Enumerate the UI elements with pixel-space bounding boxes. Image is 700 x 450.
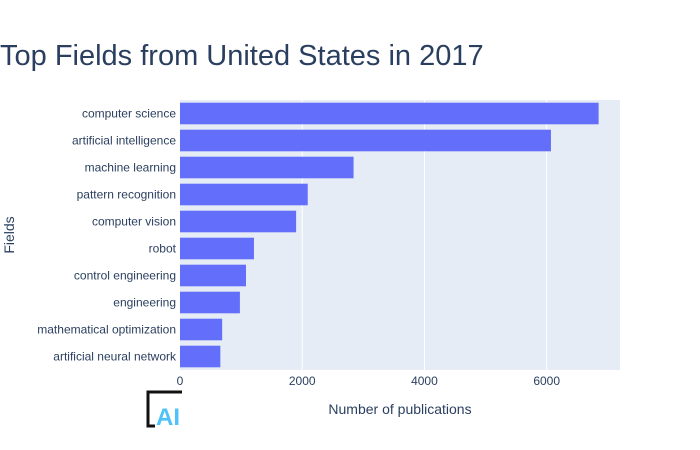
- bar: [180, 210, 297, 233]
- bar: [180, 183, 308, 206]
- bar: [180, 237, 254, 260]
- bar: [180, 129, 551, 152]
- y-tick-label: control engineering: [74, 269, 176, 283]
- bar: [180, 345, 221, 368]
- y-tick-label: pattern recognition: [77, 188, 176, 202]
- y-tick-label: computer science: [82, 107, 176, 121]
- x-tick-label: 0: [177, 374, 184, 388]
- y-tick-labels: computer science artificial intelligence m…: [37, 107, 177, 364]
- x-tick-labels: 0 2000 4000 6000: [177, 374, 561, 388]
- y-tick-label: machine learning: [85, 161, 176, 175]
- chart-title: Top Fields from United States in 2017: [0, 40, 484, 72]
- y-tick-label: computer vision: [92, 215, 176, 229]
- y-tick-label: mathematical optimization: [37, 323, 176, 337]
- x-tick-label: 4000: [411, 374, 438, 388]
- x-tick-label: 2000: [289, 374, 316, 388]
- y-tick-label: artificial neural network: [53, 350, 177, 364]
- ai-logo-text: AI: [156, 404, 180, 431]
- x-axis-label: Number of publications: [328, 401, 471, 417]
- bar: [180, 156, 354, 179]
- bar: [180, 102, 599, 125]
- ai-logo: AI: [146, 390, 182, 431]
- y-axis-label: Fields: [1, 216, 17, 253]
- bar: [180, 318, 223, 341]
- bar: [180, 291, 240, 314]
- x-tick-label: 6000: [533, 374, 560, 388]
- bar: [180, 264, 246, 287]
- y-tick-label: artificial intelligence: [72, 134, 176, 148]
- bars: [180, 102, 599, 368]
- y-tick-label: robot: [149, 242, 177, 256]
- y-tick-label: engineering: [113, 296, 176, 310]
